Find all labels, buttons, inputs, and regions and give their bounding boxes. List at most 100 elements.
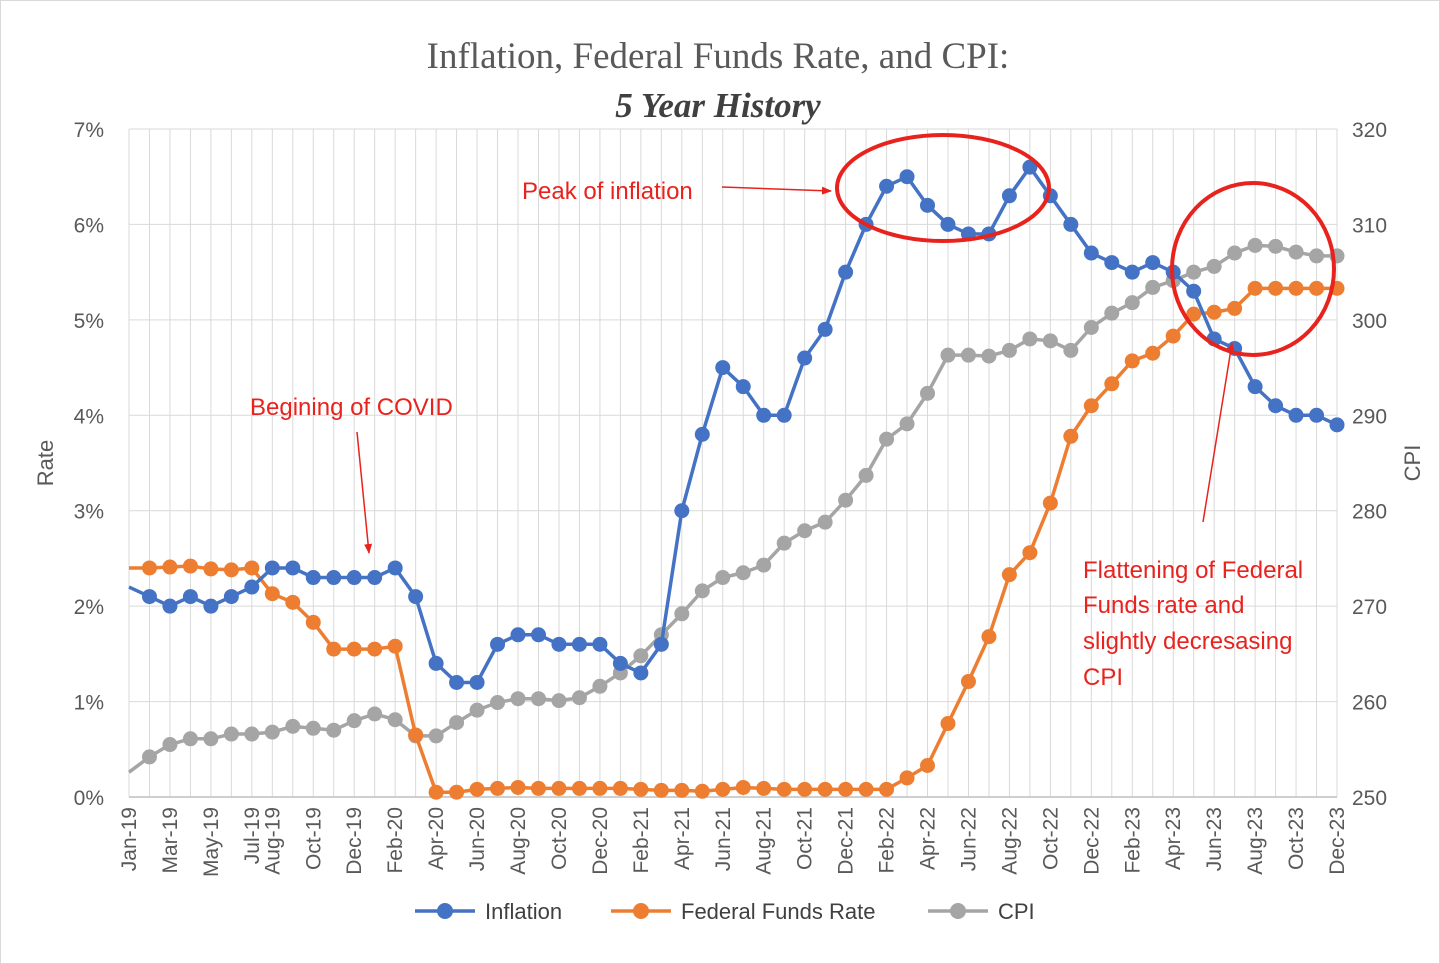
series-layer — [127, 159, 1345, 800]
data-point — [1186, 264, 1202, 280]
data-point — [428, 784, 444, 800]
data-point — [571, 636, 587, 652]
data-point — [960, 347, 976, 363]
data-point — [858, 467, 874, 483]
data-point — [735, 779, 751, 795]
data-point — [817, 321, 833, 337]
data-point — [858, 781, 874, 797]
data-point — [305, 614, 321, 630]
data-point — [162, 598, 178, 614]
data-point — [1247, 237, 1263, 253]
data-point — [530, 691, 546, 707]
annotation-flattening-line2: Funds rate and — [1083, 592, 1244, 619]
x-tick-label: Oct-22 — [1039, 807, 1062, 870]
data-point — [203, 731, 219, 747]
y2-tick-label: 310 — [1352, 214, 1387, 237]
legend-label: Federal Funds Rate — [681, 899, 875, 924]
data-point — [182, 731, 198, 747]
y-axis-right: 250 260 270 280 290 300 310 320 — [1352, 119, 1387, 810]
data-point — [592, 678, 608, 694]
data-point — [653, 782, 669, 798]
series-cpi — [127, 237, 1345, 774]
annotation-peak: Peak of inflation — [522, 178, 693, 205]
x-tick-label: Feb-23 — [1121, 807, 1144, 874]
data-point — [244, 579, 260, 595]
data-point — [510, 627, 526, 643]
x-tick-label: Apr-22 — [917, 807, 940, 870]
data-point — [1145, 255, 1161, 271]
data-point — [141, 560, 157, 576]
data-point — [162, 737, 178, 753]
data-point — [469, 781, 485, 797]
y-tick-label: 0% — [74, 787, 104, 810]
x-tick-label: Oct-20 — [548, 807, 571, 870]
y-tick-label: 4% — [74, 405, 104, 428]
data-point — [1206, 304, 1222, 320]
data-point — [838, 492, 854, 508]
data-point — [592, 636, 608, 652]
data-point — [408, 589, 424, 605]
data-point — [920, 385, 936, 401]
data-point — [920, 197, 936, 213]
x-tick-label: Apr-21 — [671, 807, 694, 870]
data-point — [1288, 280, 1304, 296]
data-point — [367, 706, 383, 722]
data-point — [1001, 567, 1017, 583]
data-point — [756, 557, 772, 573]
x-tick-label: Jun-21 — [712, 807, 735, 871]
x-tick-label: Aug-23 — [1244, 807, 1267, 875]
x-tick-label: Feb-21 — [630, 807, 653, 874]
data-point — [1083, 319, 1099, 335]
data-point — [592, 780, 608, 796]
data-point — [428, 728, 444, 744]
data-point — [326, 641, 342, 657]
data-point — [141, 749, 157, 765]
data-point — [469, 702, 485, 718]
data-point — [551, 780, 567, 796]
annotations: Begining of COVID Peak of inflation Flat… — [250, 133, 1336, 691]
x-tick-label: Aug-20 — [507, 807, 530, 875]
data-point — [899, 169, 915, 185]
data-point — [1309, 248, 1325, 264]
data-point — [1186, 283, 1202, 299]
data-point — [981, 348, 997, 364]
data-point — [612, 655, 628, 671]
y-tick-label: 6% — [74, 214, 104, 237]
data-point — [879, 431, 895, 447]
data-point — [879, 178, 895, 194]
data-point — [1145, 345, 1161, 361]
data-point — [1022, 159, 1038, 175]
data-point — [285, 594, 301, 610]
y-tick-label: 1% — [74, 692, 104, 715]
gridlines — [128, 128, 1338, 798]
data-point — [694, 783, 710, 799]
y2-tick-label: 280 — [1352, 501, 1387, 524]
data-point — [1042, 495, 1058, 511]
legend-swatch-marker — [950, 903, 966, 919]
x-tick-label: Feb-22 — [876, 807, 899, 874]
data-point — [1124, 264, 1140, 280]
data-point — [469, 674, 485, 690]
data-point — [756, 407, 772, 423]
data-point — [633, 648, 649, 664]
annotation-covid: Begining of COVID — [250, 394, 453, 421]
data-point — [674, 782, 690, 798]
x-tick-label: Oct-23 — [1285, 807, 1308, 870]
data-point — [1001, 342, 1017, 358]
data-point — [162, 559, 178, 575]
covid-arrow — [356, 431, 373, 554]
data-point — [776, 407, 792, 423]
data-point — [285, 560, 301, 576]
data-point — [940, 347, 956, 363]
data-point — [940, 716, 956, 732]
data-point — [1022, 545, 1038, 561]
data-point — [449, 784, 465, 800]
data-point — [735, 379, 751, 395]
data-point — [1329, 417, 1345, 433]
data-point — [797, 781, 813, 797]
y2-axis-title: CPI — [1400, 445, 1425, 482]
x-tick-label: Apr-23 — [1162, 807, 1185, 870]
data-point — [387, 560, 403, 576]
